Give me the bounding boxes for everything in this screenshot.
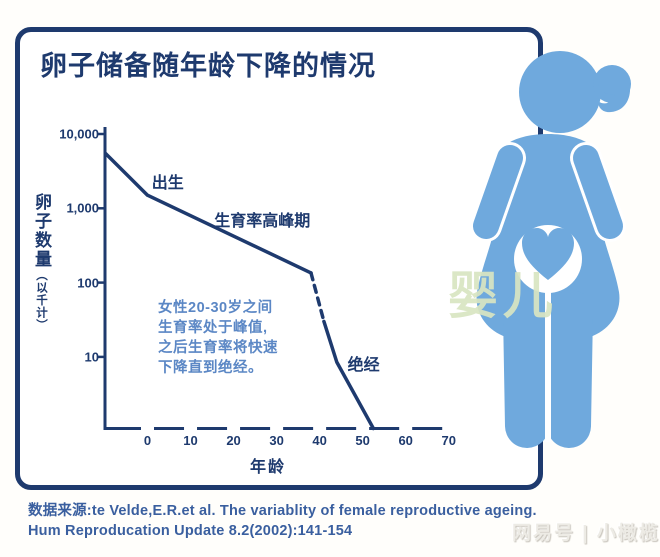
heart-icon <box>522 228 574 280</box>
y-tick-label: 10 <box>84 349 99 365</box>
y-tick-label: 10,000 <box>59 126 99 142</box>
woman-arm-right <box>573 145 623 239</box>
x-tick-label: 20 <box>226 433 241 448</box>
y-axis-title: 卵子数量（以千计） <box>32 193 51 332</box>
x-axis-title: 年龄 <box>249 459 286 476</box>
chart-title: 卵子储备随年龄下降的情况 <box>40 51 376 81</box>
data-source-line2: Hum Reproducation Update 8.2(2002):141-1… <box>28 523 353 539</box>
woman-leg-right <box>547 290 593 448</box>
y-tick-label: 1,000 <box>66 200 99 216</box>
x-tick-label: 50 <box>355 433 370 448</box>
woman-leg-left <box>503 290 549 448</box>
data-source-line1: 数据来源:te Velde,E.R.et al. The variablity … <box>28 503 537 519</box>
chart-annotation: 出生 <box>151 175 184 192</box>
x-tick-label: 70 <box>441 433 456 448</box>
center-watermark: 婴儿 <box>448 268 558 324</box>
x-tick-label: 30 <box>269 433 284 448</box>
data-source: 数据来源:te Velde,E.R.et al. The variablity … <box>28 501 537 541</box>
x-tick-label: 60 <box>398 433 413 448</box>
fertility-note-line: 下降直到绝经。 <box>158 360 263 376</box>
x-tick-label: 40 <box>312 433 327 448</box>
y-axis-title-unit: （以千计） <box>35 269 47 332</box>
chart-annotation: 绝经 <box>347 356 380 374</box>
woman-ponytail-curl <box>594 65 631 113</box>
y-axis-title-main: 卵子数量 <box>32 193 51 269</box>
woman-head <box>519 51 601 133</box>
x-tick-label: 0 <box>143 433 152 448</box>
fertility-note-line: 生育率处于峰值, <box>158 320 268 336</box>
publisher-watermark: 网易号 | 小橄榄 <box>512 523 660 544</box>
fertility-note-line: 之后生育率将快速 <box>158 340 278 356</box>
fertility-note-line: 女性20-30岁之间 <box>158 300 273 316</box>
chart-annotation: 生育率高峰期 <box>214 212 311 230</box>
reserve-curve-solid <box>103 151 313 275</box>
reserve-curve-dashed <box>309 271 326 324</box>
fertility-note: 女性20-30岁之间 生育率处于峰值, 之后生育率将快速 下降直到绝经。 <box>158 298 278 378</box>
y-tick-label: 100 <box>77 275 99 291</box>
reserve-curve-solid <box>322 319 376 431</box>
woman-arm-left <box>473 145 523 239</box>
pregnant-woman-icon <box>470 51 631 448</box>
x-tick-label: 10 <box>183 433 198 448</box>
